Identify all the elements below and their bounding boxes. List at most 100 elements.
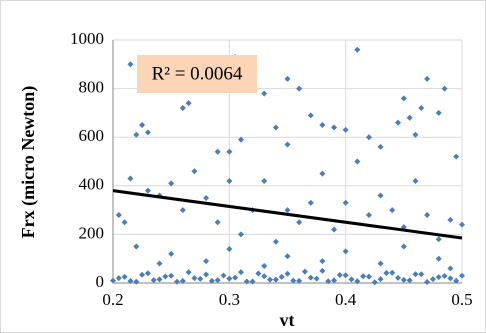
point <box>226 177 233 184</box>
point <box>284 207 291 214</box>
point <box>115 211 122 218</box>
point <box>214 277 221 284</box>
point <box>400 95 407 102</box>
point <box>319 170 326 177</box>
x-tick-label: 0.4 <box>335 290 357 309</box>
point <box>243 278 250 285</box>
point <box>249 278 256 285</box>
point <box>365 211 372 218</box>
point <box>144 129 151 136</box>
point <box>319 258 326 265</box>
point <box>342 199 349 206</box>
point <box>144 270 151 277</box>
point <box>424 279 431 286</box>
point <box>226 275 233 282</box>
point <box>127 175 134 182</box>
point <box>342 248 349 255</box>
point <box>424 75 431 82</box>
point <box>424 211 431 218</box>
point <box>133 278 140 285</box>
point <box>214 219 221 226</box>
point <box>441 85 448 92</box>
x-tick-label: 0.5 <box>451 290 472 309</box>
point <box>121 273 128 280</box>
point <box>371 279 378 286</box>
point <box>400 276 407 283</box>
point <box>197 275 204 282</box>
point <box>144 187 151 194</box>
point <box>179 278 186 285</box>
point <box>191 168 198 175</box>
point <box>284 270 291 277</box>
point <box>365 273 372 280</box>
point <box>133 131 140 138</box>
point <box>203 258 210 265</box>
point <box>389 269 396 276</box>
point <box>115 275 122 282</box>
point <box>121 219 128 226</box>
point <box>110 277 116 284</box>
y-tick-label: 200 <box>79 223 105 242</box>
point <box>342 272 349 279</box>
point <box>267 276 274 283</box>
point <box>133 243 140 250</box>
point <box>447 275 454 282</box>
point <box>418 271 425 278</box>
annotation-box <box>137 55 257 93</box>
point <box>226 148 233 155</box>
point <box>150 277 157 284</box>
point <box>179 207 186 214</box>
x-tick-label: 0.2 <box>102 290 123 309</box>
point <box>168 250 175 257</box>
point <box>168 180 175 187</box>
point <box>447 265 454 272</box>
point <box>354 46 361 53</box>
point <box>406 114 413 121</box>
point <box>232 274 239 281</box>
point <box>453 277 460 284</box>
point <box>284 75 291 82</box>
point <box>377 260 384 267</box>
point <box>412 177 419 184</box>
point <box>261 273 268 280</box>
point <box>214 148 221 155</box>
point <box>272 276 279 283</box>
point <box>453 153 460 160</box>
point <box>261 262 268 269</box>
y-tick-label: 600 <box>79 126 105 145</box>
point <box>307 112 314 119</box>
point <box>418 105 425 112</box>
point <box>400 243 407 250</box>
point <box>139 122 146 129</box>
point <box>191 275 198 282</box>
point <box>348 276 355 283</box>
point <box>179 105 186 112</box>
point <box>429 276 436 283</box>
point <box>168 272 175 279</box>
point <box>156 276 163 283</box>
point <box>412 271 419 278</box>
point <box>296 277 303 284</box>
y-axis-title: Frx (micro Newton) <box>18 86 39 239</box>
point <box>331 124 338 131</box>
point <box>395 119 402 126</box>
point <box>395 274 402 281</box>
point <box>162 273 169 280</box>
point <box>272 238 279 245</box>
point <box>307 199 314 206</box>
point <box>365 134 372 141</box>
point <box>296 85 303 92</box>
y-tick-label: 0 <box>96 272 105 291</box>
point <box>301 268 308 275</box>
point <box>296 219 303 226</box>
point <box>203 271 210 278</box>
point <box>319 122 326 129</box>
point <box>435 236 442 243</box>
point <box>331 277 338 284</box>
point <box>412 131 419 138</box>
point <box>261 90 268 97</box>
trendline <box>112 189 463 240</box>
point <box>127 278 134 285</box>
point <box>185 269 192 276</box>
